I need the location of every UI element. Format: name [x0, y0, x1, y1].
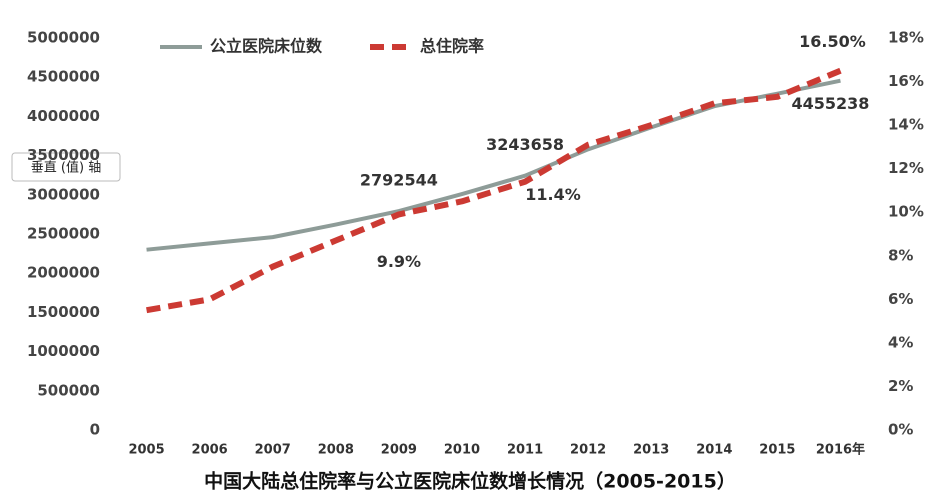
data-label: 9.9%	[377, 252, 421, 271]
x-tick-label: 2012	[570, 443, 606, 458]
y-tick-label: 0	[90, 421, 100, 439]
legend-label: 公立医院床位数	[210, 37, 323, 56]
data-label: 4455238	[791, 94, 869, 113]
y-tick-label: 500000	[37, 381, 100, 399]
x-tick-label: 2016年	[816, 442, 865, 458]
y2-tick-label: 18%	[888, 29, 924, 47]
data-label: 16.50%	[799, 32, 866, 51]
x-tick-label: 2014	[696, 443, 732, 458]
x-tick-label: 2015	[759, 443, 795, 458]
y-tick-label: 1000000	[27, 342, 100, 360]
series-line	[146, 78, 841, 252]
x-tick-label: 2005	[128, 443, 164, 458]
y-tick-label: 1500000	[27, 303, 100, 321]
y2-tick-label: 14%	[888, 116, 924, 134]
y2-tick-label: 2%	[888, 377, 913, 395]
x-tick-label: 2011	[507, 443, 543, 458]
y-tick-label: 5000000	[27, 29, 100, 47]
data-label: 3243658	[486, 135, 564, 154]
y2-tick-label: 12%	[888, 159, 924, 177]
y-tick-label: 4000000	[27, 107, 100, 125]
y2-tick-label: 6%	[888, 290, 913, 308]
x-tick-label: 2008	[318, 443, 354, 458]
y-tick-label: 4500000	[27, 68, 100, 86]
tooltip: 垂直 (值) 轴	[31, 160, 101, 176]
y2-tick-label: 8%	[888, 246, 913, 264]
y2-tick-label: 4%	[888, 333, 913, 351]
y-tick-label: 3500000	[27, 146, 100, 164]
x-tick-label: 2007	[255, 443, 291, 458]
series-line	[146, 67, 842, 314]
y2-tick-label: 0%	[888, 421, 913, 439]
y2-tick-label: 16%	[888, 72, 924, 90]
data-label: 2792544	[360, 171, 438, 190]
data-label: 11.4%	[525, 185, 581, 204]
y2-tick-label: 10%	[888, 203, 924, 221]
y-tick-label: 2500000	[27, 225, 100, 243]
y-tick-label: 3000000	[27, 185, 100, 203]
x-tick-label: 2010	[444, 443, 480, 458]
legend-label: 总住院率	[420, 37, 484, 56]
chart-title: 中国大陆总住院率与公立医院床位数增长情况（2005-2015）	[204, 470, 736, 493]
y-tick-label: 2000000	[27, 264, 100, 282]
tooltip-box	[11, 152, 121, 182]
x-tick-label: 2013	[633, 443, 669, 458]
x-tick-label: 2009	[381, 443, 417, 458]
x-tick-label: 2006	[192, 443, 228, 458]
